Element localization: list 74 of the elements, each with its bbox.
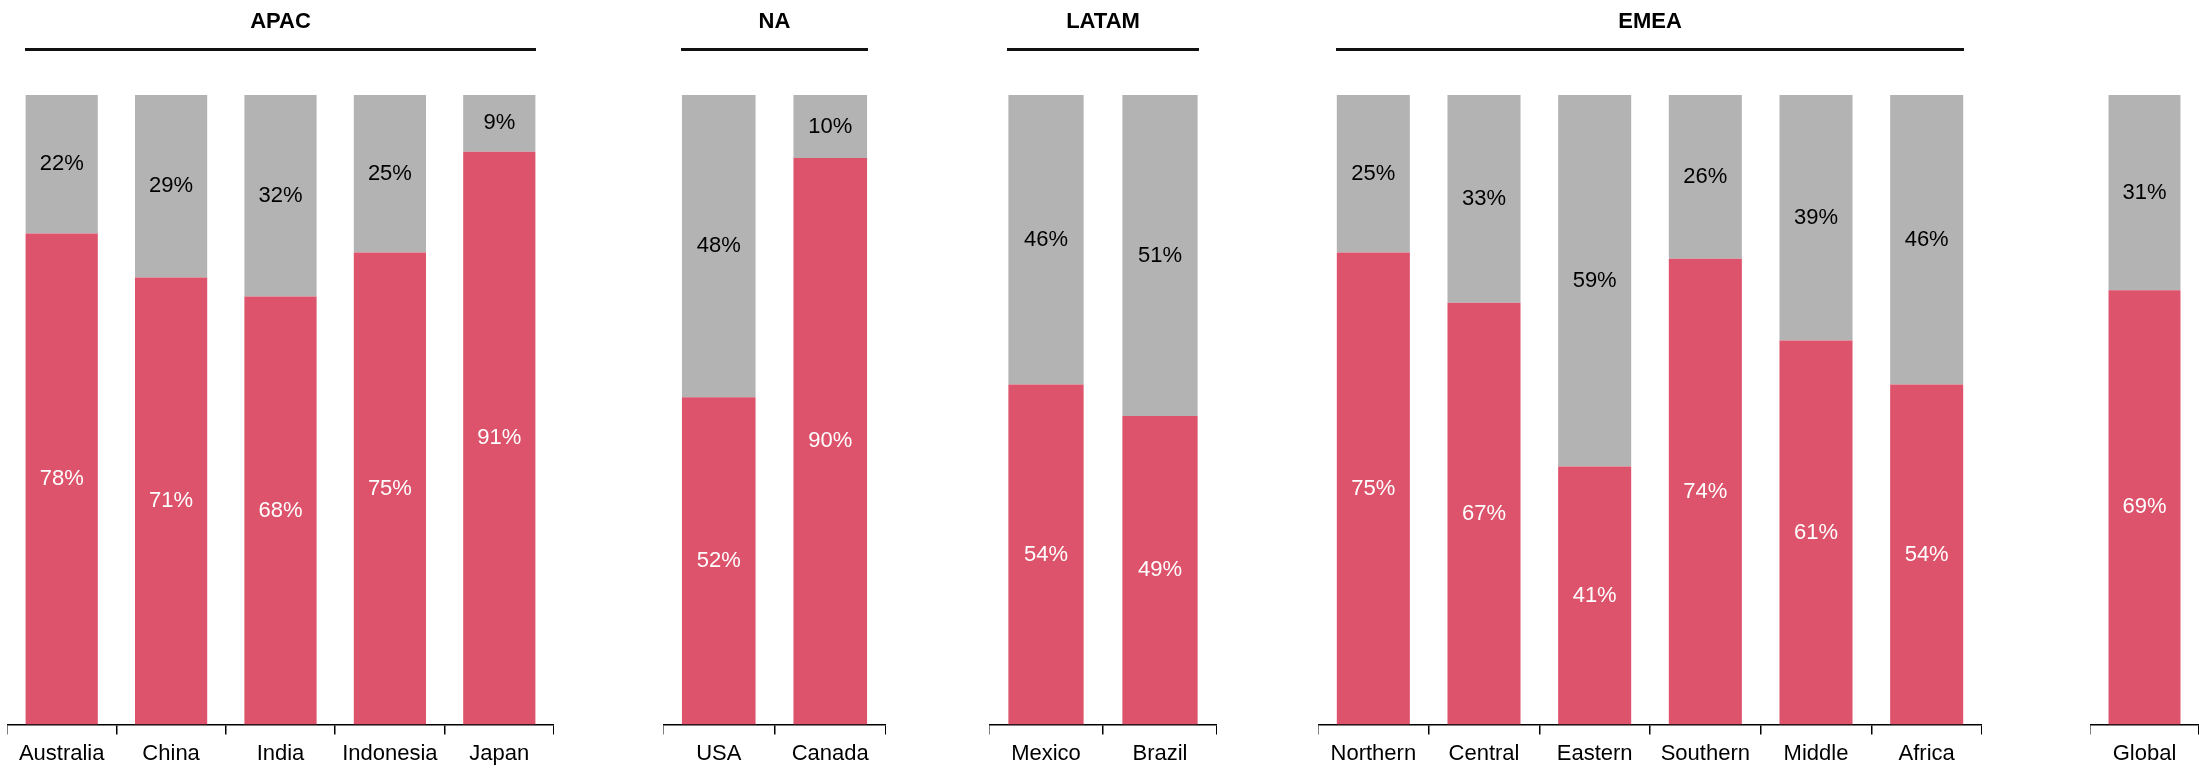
x-tick-label: India <box>256 739 306 765</box>
x-tick-label: Northern <box>1330 739 1417 765</box>
x-tick-label: China <box>142 739 201 765</box>
data-label: 25% <box>367 159 412 185</box>
data-label: 74% <box>1683 477 1728 503</box>
bar <box>1558 466 1632 725</box>
data-label: 68% <box>258 496 303 522</box>
data-label: 48% <box>696 232 741 258</box>
x-tick-label: Indonesia <box>342 739 439 765</box>
data-label: 32% <box>258 181 303 207</box>
bar <box>463 95 536 152</box>
x-tick-label: Global <box>2112 739 2177 765</box>
data-label: 9% <box>483 109 516 135</box>
bar <box>353 252 426 725</box>
bar <box>1890 384 1964 725</box>
data-label: 22% <box>39 150 84 176</box>
x-tick-label: Middle <box>1783 739 1849 765</box>
bar <box>244 296 317 725</box>
bar <box>25 95 98 234</box>
chart-title: EMEA <box>1617 8 1683 34</box>
bar <box>1779 340 1853 725</box>
data-label: 54% <box>1904 540 1949 566</box>
bar <box>1890 95 1964 385</box>
chart-title: LATAM <box>1065 8 1141 34</box>
data-label: 54% <box>1023 540 1069 566</box>
data-label: 39% <box>1793 203 1839 229</box>
data-label: 10% <box>808 112 853 138</box>
data-label: 46% <box>1904 225 1949 251</box>
data-label: 26% <box>1683 162 1728 188</box>
bar <box>463 151 536 725</box>
x-tick-label: Brazil <box>1132 739 1188 765</box>
x-tick-label: Southern <box>1660 739 1750 765</box>
bar <box>1558 95 1632 467</box>
data-label: 29% <box>149 172 194 198</box>
x-tick-label: Japan <box>469 739 530 765</box>
x-tick-label: Africa <box>1898 739 1956 765</box>
bar <box>1336 95 1410 253</box>
x-tick-label: Mexico <box>1011 739 1081 765</box>
data-label: 33% <box>1461 184 1507 210</box>
data-label: 61% <box>1793 518 1839 544</box>
x-tick-label: USA <box>696 739 742 765</box>
bar <box>353 95 426 253</box>
x-tick-label: Central <box>1448 739 1520 765</box>
data-label: 46% <box>1023 225 1069 251</box>
data-label: 69% <box>2122 493 2167 519</box>
bar <box>1336 252 1410 725</box>
data-label: 52% <box>696 546 741 572</box>
data-label: 59% <box>1572 266 1617 292</box>
bar <box>135 95 208 278</box>
data-label: 31% <box>2122 178 2167 204</box>
bar <box>1779 95 1853 341</box>
data-label: 90% <box>808 427 853 453</box>
bar <box>25 233 98 725</box>
bar <box>1447 95 1521 303</box>
bar <box>135 277 208 725</box>
x-tick-label: Australia <box>18 739 106 765</box>
data-label: 91% <box>477 424 522 450</box>
bar <box>1668 258 1742 725</box>
data-label: 75% <box>367 474 412 500</box>
bar <box>244 95 317 297</box>
bar <box>1447 302 1521 725</box>
x-tick-label: Eastern <box>1556 739 1633 765</box>
data-label: 67% <box>1461 499 1507 525</box>
bar <box>1668 95 1742 259</box>
data-label: 25% <box>1351 159 1396 185</box>
data-label: 51% <box>1137 241 1183 267</box>
data-label: 78% <box>39 465 84 491</box>
chart-title: APAC <box>249 8 312 34</box>
data-label: 49% <box>1137 556 1183 582</box>
data-label: 75% <box>1351 474 1396 500</box>
chart-title: NA <box>757 8 792 34</box>
x-tick-label: Canada <box>791 739 870 765</box>
data-label: 41% <box>1572 581 1617 607</box>
data-label: 71% <box>149 487 194 513</box>
